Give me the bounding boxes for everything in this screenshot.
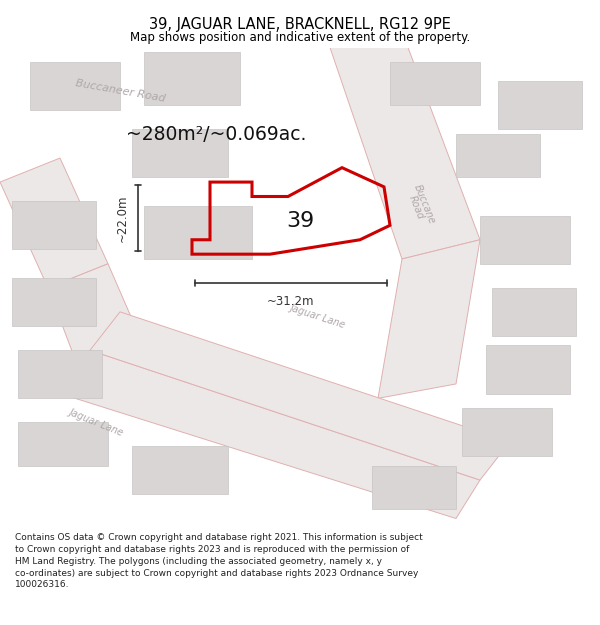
Polygon shape	[330, 48, 480, 259]
Polygon shape	[48, 264, 156, 398]
Polygon shape	[144, 206, 252, 259]
Text: ~280m²/~0.069ac.: ~280m²/~0.069ac.	[126, 124, 306, 144]
Text: Map shows position and indicative extent of the property.: Map shows position and indicative extent…	[130, 31, 470, 44]
Polygon shape	[498, 81, 582, 129]
Polygon shape	[486, 346, 570, 394]
Polygon shape	[18, 422, 108, 466]
Text: 39, JAGUAR LANE, BRACKNELL, RG12 9PE: 39, JAGUAR LANE, BRACKNELL, RG12 9PE	[149, 18, 451, 32]
Text: Jaguar Lane: Jaguar Lane	[67, 407, 125, 438]
Text: 39: 39	[286, 211, 314, 231]
Polygon shape	[144, 52, 240, 105]
Polygon shape	[378, 240, 480, 398]
Text: Buccane
Road: Buccane Road	[403, 183, 437, 229]
Polygon shape	[0, 158, 108, 288]
Text: Jaguar Lane: Jaguar Lane	[289, 303, 347, 331]
Text: ~22.0m: ~22.0m	[116, 194, 129, 242]
Polygon shape	[18, 350, 102, 398]
Polygon shape	[12, 201, 96, 249]
Polygon shape	[462, 408, 552, 456]
Text: Buccaneer Road: Buccaneer Road	[74, 78, 166, 104]
Polygon shape	[30, 62, 120, 110]
Polygon shape	[132, 129, 228, 178]
Text: Contains OS data © Crown copyright and database right 2021. This information is : Contains OS data © Crown copyright and d…	[15, 533, 423, 589]
Polygon shape	[90, 312, 510, 480]
Polygon shape	[132, 446, 228, 494]
Polygon shape	[456, 134, 540, 178]
Polygon shape	[390, 62, 480, 105]
Polygon shape	[480, 216, 570, 264]
Polygon shape	[372, 466, 456, 509]
Polygon shape	[12, 278, 96, 326]
Polygon shape	[492, 288, 576, 336]
Polygon shape	[60, 350, 480, 519]
Text: ~31.2m: ~31.2m	[267, 295, 315, 308]
